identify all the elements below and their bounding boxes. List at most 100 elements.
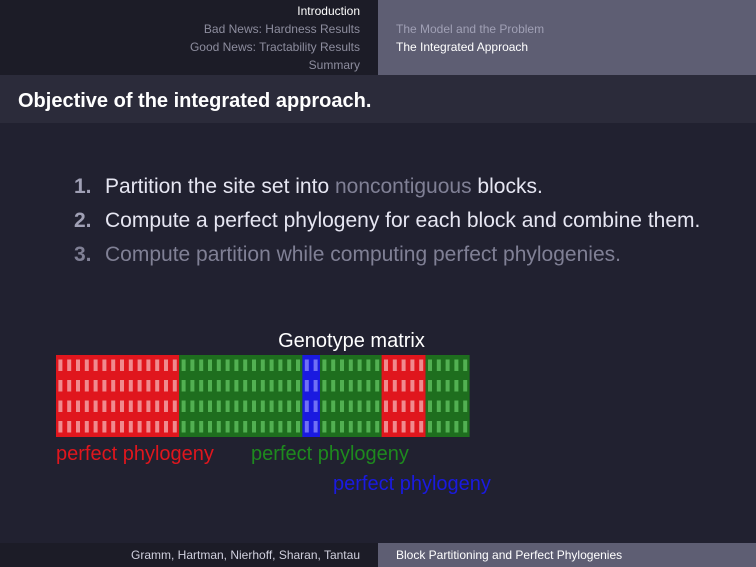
matrix-cell	[331, 421, 336, 433]
matrix-cell	[252, 421, 256, 433]
matrix-cell	[445, 359, 450, 371]
matrix-cell	[93, 421, 98, 433]
matrix-cell	[146, 421, 151, 433]
matrix-cell	[436, 359, 441, 371]
matrix-cell	[269, 400, 274, 412]
matrix-cell	[392, 359, 397, 371]
matrix-cell	[384, 380, 388, 392]
matrix-cell	[84, 421, 89, 433]
matrix-cell	[287, 380, 292, 392]
matrix-cell	[137, 400, 142, 412]
matrix-cell	[287, 400, 292, 412]
footer-title: Block Partitioning and Perfect Phylogeni…	[378, 543, 756, 567]
matrix-cell	[58, 359, 63, 371]
matrix-cell	[172, 400, 177, 412]
matrix-cell	[120, 421, 124, 433]
matrix-block-blue	[302, 355, 320, 437]
matrix-cell	[436, 380, 441, 392]
matrix-cell	[410, 421, 415, 433]
genotype-matrix-graphic	[56, 355, 470, 437]
matrix-cell	[252, 400, 256, 412]
matrix-cell	[137, 380, 142, 392]
matrix-cell	[216, 380, 221, 392]
nav-section-summary[interactable]: Summary	[308, 58, 360, 72]
matrix-cell	[243, 421, 248, 433]
matrix-cell	[287, 421, 292, 433]
matrix-cell	[269, 380, 274, 392]
matrix-cell	[225, 421, 230, 433]
matrix-cell	[225, 359, 230, 371]
matrix-cell	[454, 380, 459, 392]
matrix-cell	[181, 359, 186, 371]
nav-subsection-model[interactable]: The Model and the Problem	[396, 22, 545, 36]
matrix-cell	[304, 400, 309, 412]
matrix-cell	[67, 421, 72, 433]
matrix-cell	[463, 421, 468, 433]
matrix-cell	[120, 359, 124, 371]
matrix-cell	[155, 380, 160, 392]
matrix-cell	[331, 400, 336, 412]
matrix-cell	[410, 380, 415, 392]
list-number: 2.	[74, 209, 92, 232]
matrix-cell	[463, 380, 468, 392]
matrix-cell	[296, 400, 300, 412]
nav-section-introduction[interactable]: Introduction	[297, 4, 360, 18]
matrix-cell	[463, 359, 468, 371]
matrix-cell	[340, 421, 344, 433]
matrix-cell	[340, 380, 344, 392]
matrix-cell	[260, 380, 265, 392]
matrix-cell	[454, 421, 459, 433]
matrix-cell	[128, 380, 133, 392]
matrix-cell	[428, 380, 432, 392]
matrix-cell	[181, 380, 186, 392]
matrix-block-red	[56, 355, 180, 437]
list-highlight: noncontiguous	[334, 175, 472, 198]
matrix-cell	[128, 400, 133, 412]
matrix-cell	[348, 421, 353, 433]
matrix-cell	[128, 421, 133, 433]
list-item: 3. Compute partition while computing per…	[74, 241, 704, 269]
matrix-cell	[340, 400, 344, 412]
matrix-cell	[76, 380, 80, 392]
matrix-cell	[278, 380, 283, 392]
nav-section-good-news[interactable]: Good News: Tractability Results	[189, 40, 360, 54]
matrix-cell	[164, 359, 168, 371]
list-item: 2. Compute a perfect phylogeny for each …	[74, 207, 704, 235]
footer-authors: Gramm, Hartman, Nierhoff, Sharan, Tantau	[0, 543, 378, 567]
matrix-cell	[260, 400, 265, 412]
nav-subsection-integrated-approach[interactable]: The Integrated Approach	[396, 40, 529, 54]
matrix-cell	[278, 359, 283, 371]
matrix-cell	[111, 380, 116, 392]
matrix-cell	[357, 380, 362, 392]
matrix-cell	[216, 400, 221, 412]
matrix-cell	[146, 400, 151, 412]
matrix-cell	[366, 359, 371, 371]
matrix-cell	[322, 359, 327, 371]
block-label-green: perfect phylogeny	[251, 443, 409, 465]
matrix-cell	[216, 359, 221, 371]
matrix-cell	[278, 400, 283, 412]
matrix-cell	[287, 359, 292, 371]
matrix-cell	[428, 421, 432, 433]
matrix-cell	[76, 421, 80, 433]
matrix-cell	[252, 359, 256, 371]
matrix-cell	[93, 400, 98, 412]
matrix-cell	[392, 421, 397, 433]
matrix-cell	[296, 380, 300, 392]
matrix-cell	[67, 400, 72, 412]
matrix-title: Genotype matrix	[278, 330, 425, 352]
matrix-cell	[146, 359, 151, 371]
matrix-cell	[419, 400, 424, 412]
matrix-cell	[313, 380, 318, 392]
matrix-cell	[419, 380, 424, 392]
matrix-cell	[155, 400, 160, 412]
nav-section-bad-news[interactable]: Bad News: Hardness Results	[203, 22, 360, 36]
matrix-cell	[234, 359, 239, 371]
block-label-red: perfect phylogeny	[56, 443, 214, 465]
matrix-cell	[454, 359, 459, 371]
matrix-cell	[234, 380, 239, 392]
matrix-cell	[199, 421, 204, 433]
matrix-cell	[436, 400, 441, 412]
matrix-cell	[111, 400, 116, 412]
matrix-cell	[234, 421, 239, 433]
